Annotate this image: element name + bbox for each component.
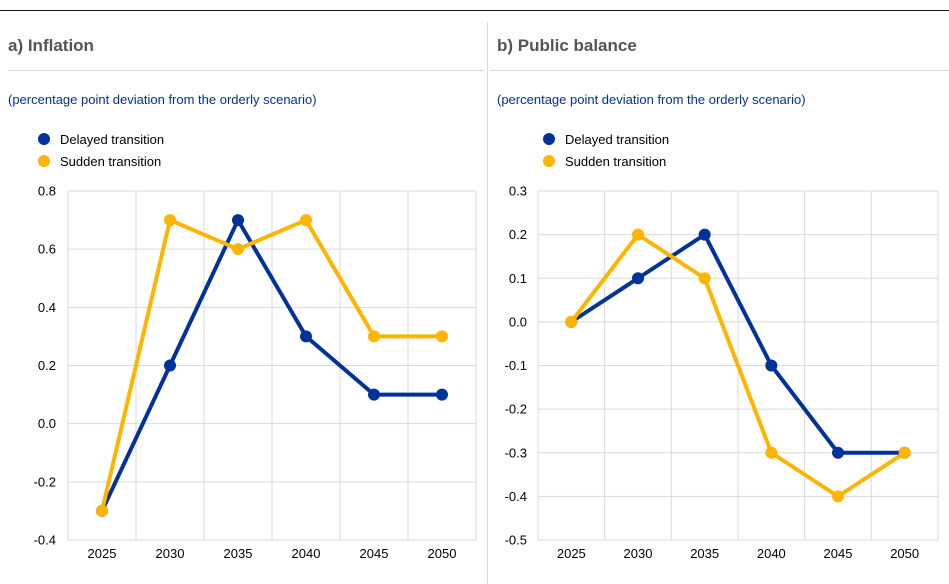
y-tick-label-public-balance: 0.2 — [509, 227, 527, 242]
x-tick-label-inflation: 2025 — [88, 546, 117, 561]
legend-label-delayed: Delayed transition — [565, 131, 670, 147]
data-point-sudden-inflation — [96, 504, 108, 517]
panel-separator — [487, 22, 488, 584]
legend-swatch-delayed — [543, 133, 555, 145]
x-tick-label-public-balance: 2050 — [890, 546, 919, 561]
panel-title-inflation: a) Inflation — [8, 36, 94, 55]
panel-title-public-balance: b) Public balance — [497, 36, 637, 55]
series-line-delayed-inflation — [100, 218, 444, 513]
legend-label-sudden: Sudden transition — [565, 153, 667, 169]
data-point-sudden-public-balance — [765, 446, 778, 459]
data-point-delayed-public-balance — [832, 446, 844, 459]
data-point-delayed-public-balance — [765, 359, 778, 372]
x-tick-label-inflation: 2045 — [360, 546, 389, 561]
y-tick-label-public-balance: -0.1 — [505, 358, 527, 373]
y-tick-label-public-balance: -0.4 — [505, 489, 527, 504]
legend-label-delayed: Delayed transition — [60, 131, 165, 147]
y-tick-label-inflation: -0.4 — [34, 533, 56, 548]
data-point-delayed-inflation — [368, 388, 380, 401]
title-divider — [8, 70, 484, 71]
top-rule — [0, 10, 949, 11]
data-point-delayed-inflation — [300, 330, 312, 343]
y-tick-label-public-balance: 0.0 — [509, 314, 527, 329]
legend-swatch-sudden — [38, 155, 50, 167]
y-tick-label-inflation: 0.8 — [38, 184, 56, 199]
data-point-sudden-public-balance — [698, 272, 711, 285]
x-tick-label-public-balance: 2045 — [824, 546, 853, 561]
y-tick-label-inflation: 0.2 — [38, 358, 56, 373]
y-tick-label-public-balance: 0.3 — [509, 184, 527, 199]
y-tick-label-public-balance: -0.5 — [505, 533, 527, 548]
data-point-delayed-inflation — [164, 359, 176, 372]
x-tick-label-inflation: 2035 — [224, 546, 253, 561]
legend-public-balance: Delayed transition Sudden transition — [543, 128, 669, 172]
title-divider — [490, 70, 949, 71]
y-tick-label-public-balance: 0.1 — [509, 271, 527, 286]
y-tick-label-public-balance: -0.3 — [505, 445, 527, 460]
x-tick-label-inflation: 2030 — [156, 546, 185, 561]
legend-label-sudden: Sudden transition — [60, 153, 162, 169]
legend-item-sudden: Sudden transition — [38, 150, 164, 172]
data-point-sudden-inflation — [164, 214, 176, 227]
series-line-delayed-public-balance — [569, 232, 907, 455]
subtitle-inflation: (percentage point deviation from the ord… — [8, 92, 317, 107]
data-point-delayed-public-balance — [632, 272, 644, 285]
y-tick-label-inflation: 0.4 — [38, 300, 56, 315]
x-tick-label-inflation: 2040 — [292, 546, 321, 561]
legend-item-delayed: Delayed transition — [543, 128, 669, 150]
y-tick-label-inflation: -0.2 — [34, 474, 56, 489]
x-tick-label-inflation: 2050 — [428, 546, 457, 561]
legend-item-sudden: Sudden transition — [543, 150, 669, 172]
data-point-sudden-inflation — [232, 243, 244, 256]
data-point-delayed-inflation — [436, 388, 448, 401]
legend-item-delayed: Delayed transition — [38, 128, 164, 150]
y-tick-label-public-balance: -0.2 — [505, 402, 527, 417]
x-tick-label-public-balance: 2040 — [757, 546, 786, 561]
data-point-sudden-inflation — [300, 214, 312, 227]
series-line-sudden-inflation — [100, 218, 444, 513]
data-point-sudden-inflation — [436, 330, 448, 343]
x-tick-label-public-balance: 2025 — [557, 546, 586, 561]
y-tick-label-inflation: 0.6 — [38, 242, 56, 257]
legend-inflation: Delayed transition Sudden transition — [38, 128, 164, 172]
subtitle-public-balance: (percentage point deviation from the ord… — [497, 92, 806, 107]
y-tick-label-inflation: 0.0 — [38, 416, 56, 431]
data-point-sudden-public-balance — [898, 446, 911, 459]
data-point-sudden-public-balance — [632, 228, 644, 241]
legend-swatch-sudden — [543, 155, 555, 167]
series-line-sudden-public-balance — [569, 232, 907, 499]
x-tick-label-public-balance: 2035 — [690, 546, 719, 561]
data-point-delayed-public-balance — [698, 228, 711, 241]
data-point-sudden-public-balance — [565, 315, 578, 328]
legend-swatch-delayed — [38, 133, 50, 145]
data-point-delayed-inflation — [232, 214, 244, 227]
x-tick-label-public-balance: 2030 — [624, 546, 653, 561]
data-point-sudden-public-balance — [832, 490, 844, 503]
data-point-sudden-inflation — [368, 330, 380, 343]
